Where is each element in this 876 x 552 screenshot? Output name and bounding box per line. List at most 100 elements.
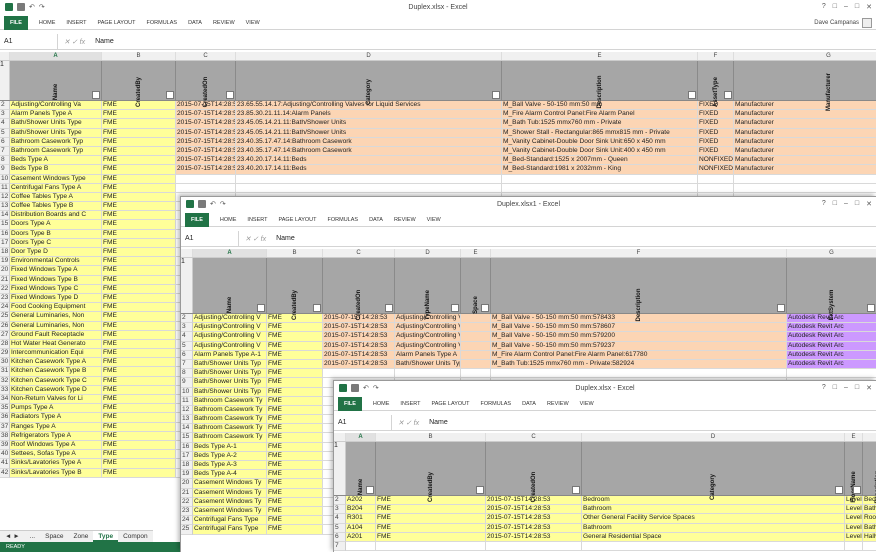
table-cell[interactable]: Autodesk Revit Arc <box>787 350 876 360</box>
table-cell[interactable]: FME <box>267 525 323 535</box>
table-cell[interactable]: FME <box>102 431 176 441</box>
column-header[interactable]: D <box>395 249 461 257</box>
formula-input[interactable]: Name <box>95 38 114 45</box>
table-cell[interactable]: Level: Ro <box>845 514 863 524</box>
header-cell[interactable]: CreatedBy <box>267 258 323 320</box>
maximize-button[interactable]: □ <box>854 3 860 10</box>
table-cell[interactable]: M_Bed-Standard:1525 x 2007mm - Queen <box>502 156 698 166</box>
table-cell[interactable]: Autodesk Revit Arc <box>787 332 876 342</box>
table-cell[interactable]: FIXED <box>698 101 734 111</box>
table-cell[interactable]: FME <box>267 341 323 351</box>
table-cell[interactable]: FME <box>376 523 486 533</box>
column-header[interactable]: E <box>461 249 491 257</box>
table-cell[interactable]: Bathroom Casework Typ <box>10 146 102 157</box>
table-cell[interactable]: Bathroom 2 <box>863 505 876 515</box>
sheet-tab-compon[interactable]: Compon <box>123 533 148 540</box>
table-cell[interactable]: Casement Windows Ty <box>193 488 267 498</box>
table-cell[interactable] <box>698 174 734 184</box>
table-cell[interactable]: Level: Le <box>845 505 863 515</box>
table-cell[interactable]: M_Fire Alarm Control Panel:Fire Alarm Pa… <box>502 110 698 120</box>
table-cell[interactable]: Sinks/Lavatories Type A <box>10 459 102 469</box>
table-cell[interactable]: Bathroom Casework Ty <box>193 424 267 434</box>
table-cell[interactable] <box>461 359 491 370</box>
table-cell[interactable]: FME <box>102 202 176 212</box>
table-cell[interactable]: Adjusting/Controlling Valves for Liq <box>395 332 461 342</box>
table-cell[interactable]: Kitchen Casework Type D <box>10 385 102 395</box>
maximize-button[interactable]: □ <box>854 200 860 207</box>
table-cell[interactable]: FME <box>102 413 176 423</box>
table-cell[interactable]: Manufacturer <box>734 128 876 138</box>
table-cell[interactable]: Alarm Panels Type A <box>10 110 102 120</box>
table-cell[interactable]: FME <box>267 378 323 388</box>
sheet-tab-type[interactable]: Type <box>93 531 119 542</box>
header-cell[interactable]: Name <box>346 442 376 495</box>
select-all-corner[interactable] <box>181 249 193 257</box>
table-cell[interactable]: Manufacturer <box>734 146 876 157</box>
table-cell[interactable]: R301 <box>346 514 376 524</box>
table-cell[interactable]: 23.40.35.17.47.14:Bathroom Casework <box>236 146 502 157</box>
table-cell[interactable]: Adjusting/Controlling Valves for Liq <box>395 314 461 324</box>
table-cell[interactable]: Fixed Windows Type D <box>10 293 102 304</box>
table-cell[interactable]: Hot Water Heat Generato <box>10 339 102 350</box>
table-cell[interactable]: Casement Windows Ty <box>193 479 267 489</box>
table-cell[interactable]: 2015-07-15T14:28:53 <box>176 165 236 175</box>
restore-ribbon-icon[interactable]: □ <box>832 384 837 391</box>
table-cell[interactable]: Autodesk Revit Arc <box>787 323 876 333</box>
table-cell[interactable]: Level: Le <box>845 496 863 506</box>
table-cell[interactable]: FME <box>102 422 176 432</box>
table-cell[interactable]: Bath/Shower Units Type <box>10 119 102 129</box>
table-cell[interactable]: 2015-07-15T14:28:53 <box>323 350 395 360</box>
table-cell[interactable]: FME <box>267 332 323 342</box>
undo-icon[interactable]: ↶ <box>29 4 35 11</box>
table-cell[interactable]: FME <box>102 321 176 331</box>
table-cell[interactable]: FME <box>267 314 323 324</box>
column-header[interactable]: F <box>863 433 876 441</box>
tab-file[interactable]: FILE <box>4 15 28 30</box>
table-cell[interactable]: Centrifugal Fans Type <box>193 516 267 526</box>
sheet-nav-icons[interactable]: ◄ ► <box>5 533 20 540</box>
tab-file[interactable]: FILE <box>185 212 209 227</box>
name-box[interactable]: A1 <box>334 415 392 430</box>
save-icon[interactable] <box>17 3 25 11</box>
table-cell[interactable]: M_Ball Valve - 50-150 mm:50 mm <box>502 101 698 111</box>
table-cell[interactable]: FME <box>267 350 323 360</box>
tab-file[interactable]: FILE <box>338 396 362 411</box>
table-cell[interactable]: FME <box>102 119 176 129</box>
header-cell[interactable]: CreatedOn <box>486 442 582 502</box>
header-cell[interactable]: Description <box>863 442 876 503</box>
tab-formulas[interactable]: FORMULAS <box>327 216 359 223</box>
table-cell[interactable]: FME <box>267 516 323 526</box>
help-icon[interactable]: ? <box>821 3 826 10</box>
close-button[interactable]: ✕ <box>866 4 872 11</box>
table-cell[interactable]: FME <box>102 312 176 322</box>
table-cell[interactable]: M_Bath Tub:1525 mmx760 mm - Private <box>502 119 698 129</box>
header-cell[interactable]: CreatedBy <box>376 442 486 502</box>
table-cell[interactable]: Manufacturer <box>734 119 876 129</box>
table-cell[interactable]: FME <box>102 349 176 359</box>
table-cell[interactable]: Autodesk Revit Arc <box>787 314 876 324</box>
table-cell[interactable]: 23.40.20.17.14.11:Beds <box>236 165 502 175</box>
table-cell[interactable]: Manufacturer <box>734 165 876 175</box>
table-cell[interactable]: FME <box>102 303 176 313</box>
table-cell[interactable]: FME <box>376 496 486 506</box>
table-cell[interactable] <box>491 369 787 379</box>
tab-page-layout[interactable]: PAGE LAYOUT <box>431 400 470 407</box>
help-icon[interactable]: ? <box>821 200 826 207</box>
table-cell[interactable] <box>376 541 486 552</box>
table-cell[interactable]: Adjusting/Controlling Valves for Liq <box>395 341 461 351</box>
tab-formulas[interactable]: FORMULAS <box>480 400 512 407</box>
table-cell[interactable]: Autodesk Revit Arc <box>787 341 876 351</box>
table-cell[interactable]: M_Shower Stall - Rectangular:865 mmx815 … <box>502 128 698 138</box>
table-cell[interactable]: FME <box>267 461 323 471</box>
table-cell[interactable]: FME <box>267 433 323 443</box>
table-cell[interactable] <box>845 541 863 552</box>
table-cell[interactable] <box>698 183 734 193</box>
table-cell[interactable]: Beds Type A-3 <box>193 461 267 471</box>
table-cell[interactable]: Bathroom 1 <box>863 523 876 533</box>
table-cell[interactable] <box>582 541 845 552</box>
column-header[interactable]: A <box>193 249 267 257</box>
table-cell[interactable]: FME <box>267 442 323 452</box>
tab-insert[interactable]: INSERT <box>247 216 268 223</box>
table-cell[interactable]: FME <box>102 101 176 111</box>
table-cell[interactable]: FME <box>102 257 176 267</box>
